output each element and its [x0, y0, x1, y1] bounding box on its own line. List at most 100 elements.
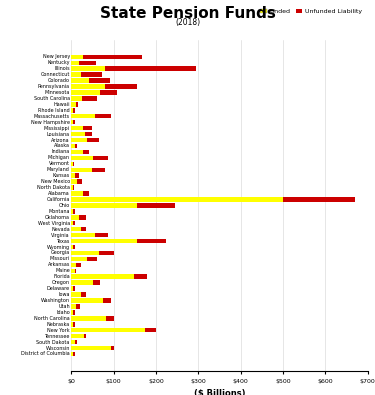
Bar	[146, 328, 156, 333]
Bar	[111, 346, 114, 350]
Bar	[81, 292, 86, 297]
Bar	[71, 138, 87, 142]
Bar	[74, 310, 75, 314]
Bar	[71, 60, 79, 65]
Bar	[74, 221, 75, 226]
Bar	[71, 84, 105, 89]
Bar	[76, 304, 80, 308]
Bar	[83, 55, 142, 59]
Bar	[92, 167, 105, 172]
Bar	[79, 60, 96, 65]
Bar	[74, 120, 75, 124]
Bar	[137, 239, 166, 243]
Bar	[71, 316, 106, 321]
Bar	[71, 102, 76, 107]
Bar	[71, 203, 137, 208]
Bar	[71, 280, 93, 285]
X-axis label: ($ Billions): ($ Billions)	[194, 389, 245, 395]
Bar	[71, 245, 74, 249]
Bar	[83, 126, 92, 130]
Bar	[94, 233, 108, 237]
Bar	[71, 257, 87, 261]
Bar	[137, 203, 175, 208]
Bar	[71, 78, 89, 83]
Bar	[93, 280, 100, 285]
Bar	[99, 251, 114, 255]
Bar	[74, 352, 75, 356]
Bar	[100, 90, 117, 95]
Bar	[71, 352, 74, 356]
Bar	[84, 334, 86, 339]
Bar	[71, 269, 75, 273]
Bar	[71, 72, 81, 77]
Bar	[71, 114, 94, 118]
Bar	[79, 215, 87, 220]
Bar	[89, 78, 110, 83]
Bar	[71, 328, 146, 333]
Bar	[71, 304, 76, 308]
Bar	[71, 144, 75, 148]
Bar	[71, 215, 79, 220]
Bar	[71, 179, 77, 184]
Text: State Pension Funds: State Pension Funds	[100, 6, 275, 21]
Bar	[106, 316, 114, 321]
Bar	[71, 167, 92, 172]
Bar	[134, 275, 147, 279]
Bar	[87, 257, 97, 261]
Text: (2018): (2018)	[175, 18, 200, 27]
Bar	[71, 227, 81, 231]
Bar	[74, 245, 75, 249]
Bar	[77, 179, 82, 184]
Bar	[71, 334, 84, 339]
Bar	[72, 185, 74, 190]
Bar	[74, 286, 75, 291]
Bar	[71, 340, 75, 344]
Bar	[71, 108, 74, 113]
Bar	[81, 72, 102, 77]
Bar	[71, 233, 94, 237]
Bar	[71, 150, 83, 154]
Bar	[85, 132, 92, 136]
Bar	[71, 322, 74, 327]
Bar	[75, 144, 77, 148]
Bar	[83, 191, 90, 196]
Bar	[71, 197, 283, 202]
Bar	[105, 66, 196, 71]
Bar	[71, 156, 93, 160]
Bar	[71, 120, 74, 124]
Bar	[71, 173, 75, 178]
Bar	[71, 275, 134, 279]
Bar	[71, 132, 85, 136]
Bar	[83, 150, 90, 154]
Bar	[87, 138, 99, 142]
Bar	[71, 96, 82, 101]
Bar	[71, 185, 72, 190]
Bar	[283, 197, 355, 202]
Bar	[103, 298, 111, 303]
Bar	[75, 340, 77, 344]
Bar	[93, 156, 108, 160]
Bar	[71, 310, 74, 314]
Bar	[76, 102, 78, 107]
Bar	[71, 90, 100, 95]
Bar	[71, 298, 103, 303]
Bar	[71, 66, 105, 71]
Bar	[72, 162, 74, 166]
Bar	[71, 191, 83, 196]
Bar	[74, 209, 75, 214]
Bar	[71, 162, 72, 166]
Bar	[71, 263, 76, 267]
Bar	[76, 263, 81, 267]
Bar	[71, 292, 81, 297]
Bar	[71, 251, 99, 255]
Bar	[71, 239, 137, 243]
Bar	[71, 221, 74, 226]
Bar	[82, 96, 97, 101]
Bar	[94, 114, 111, 118]
Legend: funded, Unfunded Liability: funded, Unfunded Liability	[258, 6, 364, 17]
Bar	[81, 227, 86, 231]
Bar	[74, 108, 75, 113]
Bar	[71, 346, 111, 350]
Bar	[75, 269, 76, 273]
Bar	[74, 322, 75, 327]
